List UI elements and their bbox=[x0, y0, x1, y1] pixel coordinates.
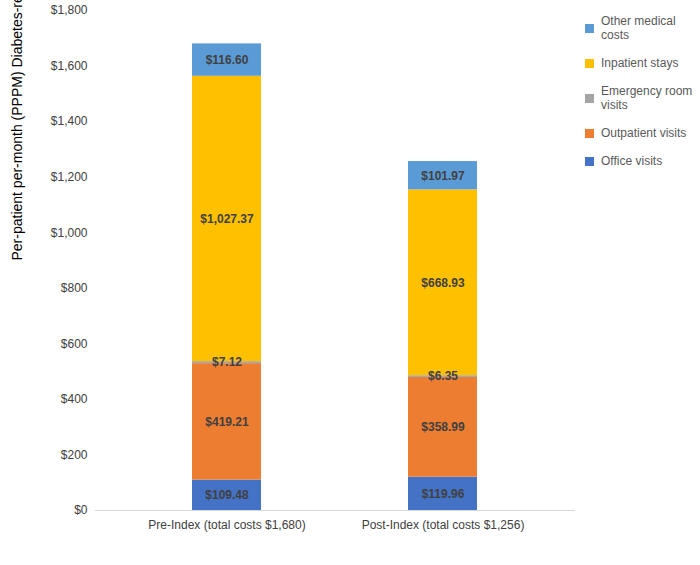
svg-text:Post-Index (total costs $1,256: Post-Index (total costs $1,256) bbox=[362, 518, 525, 532]
svg-text:$1,800: $1,800 bbox=[51, 3, 88, 17]
svg-text:$109.48: $109.48 bbox=[205, 488, 249, 502]
html-text:Outpatient visits: Outpatient visits bbox=[601, 126, 687, 140]
svg-text:$101.97: $101.97 bbox=[421, 169, 465, 183]
svg-text:Per-patient per-month (PPPM) D: Per-patient per-month (PPPM) Diabetes-re… bbox=[9, 0, 25, 261]
svg-text:$600: $600 bbox=[61, 337, 88, 351]
svg-text:$400: $400 bbox=[61, 392, 88, 406]
svg-text:$1,200: $1,200 bbox=[51, 170, 88, 184]
svg-text:$0: $0 bbox=[74, 503, 88, 517]
html-text:Other medical costs: Other medical costs bbox=[601, 14, 676, 42]
svg-text:$358.99: $358.99 bbox=[421, 420, 465, 434]
svg-text:$119.96: $119.96 bbox=[422, 487, 465, 501]
html-text:Office visits: Office visits bbox=[601, 154, 663, 168]
svg-text:$1,400: $1,400 bbox=[51, 114, 88, 128]
svg-text:$800: $800 bbox=[61, 281, 88, 295]
svg-text:$200: $200 bbox=[61, 448, 88, 462]
svg-text:$419.21: $419.21 bbox=[205, 415, 249, 429]
svg-text:$668.93: $668.93 bbox=[421, 276, 465, 290]
html-text:Emergency room visits: Emergency room visits bbox=[601, 84, 693, 112]
svg-text:$1,000: $1,000 bbox=[51, 226, 88, 240]
svg-text:$6.35: $6.35 bbox=[428, 369, 458, 383]
html-text:Inpatient stays: Inpatient stays bbox=[601, 56, 679, 70]
svg-text:$1,027.37: $1,027.37 bbox=[200, 212, 254, 226]
svg-text:$7.12: $7.12 bbox=[212, 355, 242, 369]
svg-text:$116.60: $116.60 bbox=[206, 53, 249, 67]
svg-text:Pre-Index (total costs $1,680): Pre-Index (total costs $1,680) bbox=[148, 518, 305, 532]
svg-text:$1,600: $1,600 bbox=[51, 59, 88, 73]
